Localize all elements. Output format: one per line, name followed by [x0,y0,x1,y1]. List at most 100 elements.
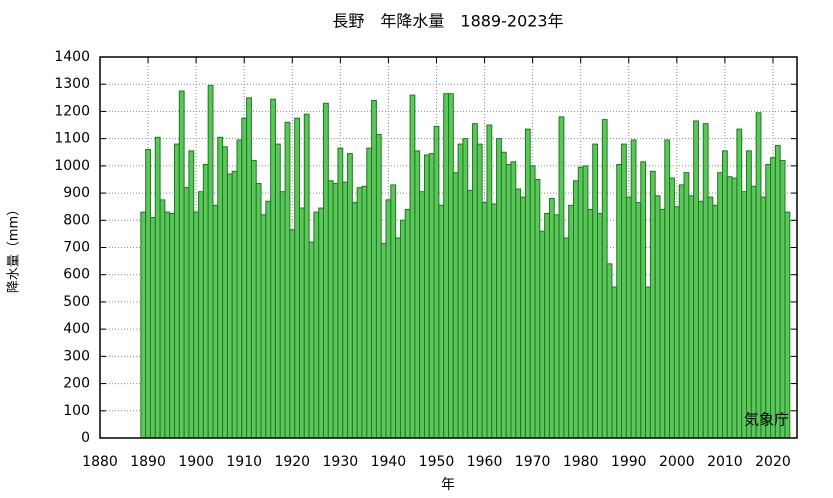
bar [145,149,151,439]
bar [188,150,195,439]
bar [289,229,296,439]
bar [693,120,699,439]
bar [260,214,267,439]
bar [279,191,286,439]
bar [697,200,704,439]
bar [750,185,757,439]
bar [255,183,262,439]
bar [356,187,363,439]
bar [510,161,517,439]
bar [683,172,690,439]
bar [361,185,368,439]
bar [462,138,469,439]
bar [635,202,642,439]
bar [640,161,647,439]
bar [472,123,478,439]
x-tick-label: 1930 [323,454,359,470]
bar [385,199,392,439]
bar [332,183,339,439]
bar [659,208,666,439]
bar [726,176,733,439]
bar [313,211,320,439]
bar [399,219,406,439]
y-tick-label: 800 [63,212,90,228]
x-tick-label: 1950 [419,454,455,470]
bar [318,207,325,439]
bar [452,172,459,439]
bar [577,166,584,439]
bar [736,128,743,439]
bar [611,286,618,439]
bar [592,143,599,439]
y-tick-label: 400 [63,321,90,337]
bar [587,208,594,439]
bar [784,211,791,439]
bar [702,123,709,439]
bar [553,214,560,439]
bar [183,187,190,439]
bar [323,102,329,439]
bar [481,202,488,439]
bar [202,163,209,439]
x-tick-label: 1980 [563,454,599,470]
bar [222,146,228,439]
bar [351,202,358,439]
bar [544,212,550,439]
bar [534,178,541,439]
bar [164,211,171,439]
bar [515,188,522,439]
annotation: 気象庁 [744,411,789,429]
y-tick-label: 600 [63,267,90,283]
bar [303,113,310,439]
bar [298,207,305,439]
bar [770,157,776,439]
bar [395,237,401,439]
bar [765,163,772,439]
bar [169,212,176,439]
bar [721,150,728,439]
bar [621,143,627,439]
bar [193,211,200,439]
bar [140,211,147,439]
bar [423,154,430,439]
bar [265,200,272,439]
x-tick-label: 1900 [178,454,214,470]
bar [366,147,373,439]
bar [616,163,623,439]
bar [582,165,589,439]
bar [178,90,185,439]
bar [572,180,579,439]
x-tick-label: 1880 [82,454,118,470]
x-tick-label: 1910 [226,454,262,470]
bar [491,203,498,439]
bar [154,136,161,439]
bar [779,159,786,439]
bar [755,112,762,439]
bar [717,172,723,439]
x-tick-label: 1890 [130,454,166,470]
bar [707,196,714,439]
bar [731,177,738,439]
bar [524,128,531,439]
chart-title: 長野 年降水量 1889-2023年 [332,12,563,31]
bar [270,98,276,439]
x-tick-label: 1970 [515,454,551,470]
x-tick-label: 1940 [371,454,407,470]
bar [250,159,257,439]
y-tick-label: 1300 [54,76,90,92]
bar [673,206,680,439]
bar [443,93,450,439]
bar [433,125,440,439]
bar [712,204,719,439]
plot-frame [99,56,798,439]
y-tick-label: 1100 [54,131,90,147]
x-axis-label: 年 [441,477,455,493]
bar [226,173,233,439]
bar [308,241,315,439]
bar [448,93,454,439]
bar [212,204,219,439]
bar [606,263,613,439]
bar [274,143,281,439]
bar [563,237,570,439]
